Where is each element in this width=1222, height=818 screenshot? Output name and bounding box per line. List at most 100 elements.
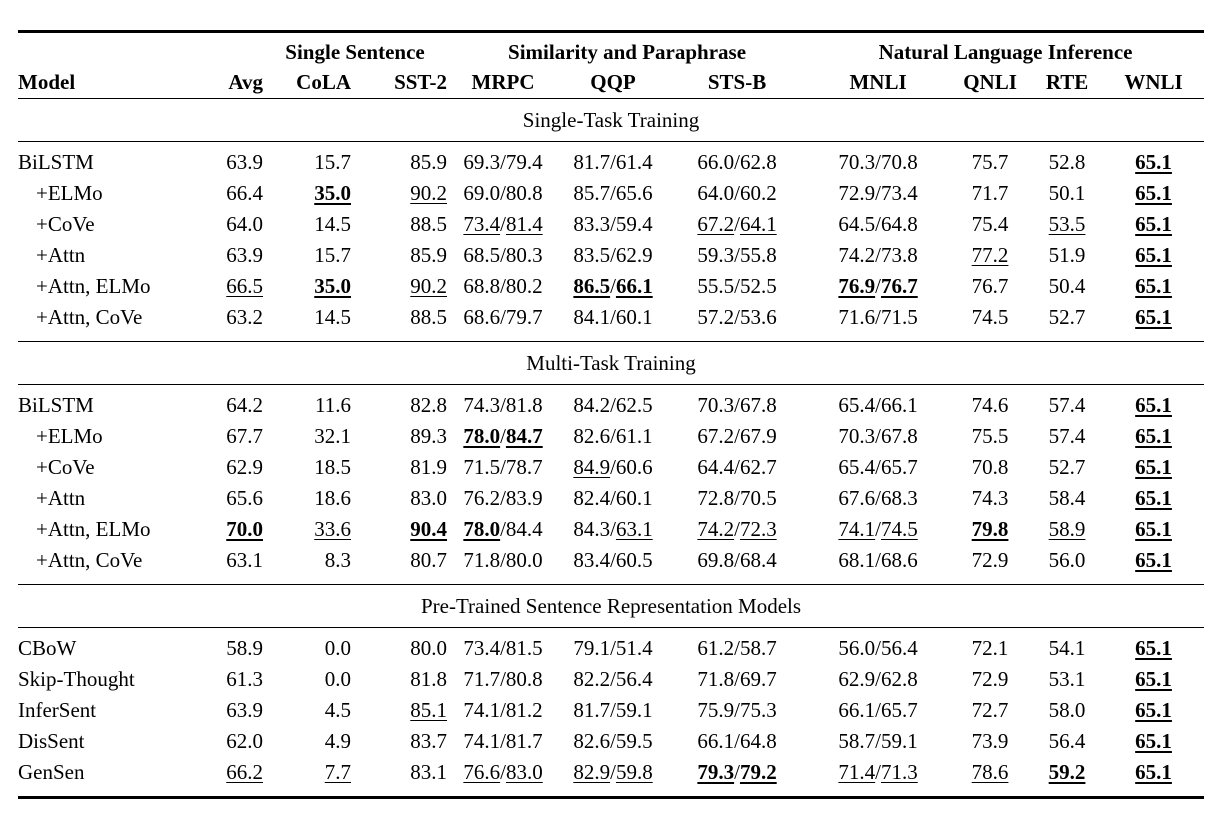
metric-cell-qqp: 83.4/60.5 <box>573 548 653 572</box>
metric-cell-avg: 63.2 <box>226 305 263 329</box>
best-value: 65.1 <box>1135 548 1172 572</box>
metric-cell-sts-b: 64.4/62.7 <box>697 455 777 479</box>
model-name-cell: InferSent <box>18 698 97 722</box>
metric-cell-sts-b: 71.8/69.7 <box>697 667 777 691</box>
metric-cell-rte: 58.9 <box>1031 514 1103 545</box>
model-name-cell: CBoW <box>18 636 77 660</box>
best-value: 65.1 <box>1135 243 1172 267</box>
metric-cell-mnli: 67.6/68.3 <box>838 486 918 510</box>
table-row-attn-cove: +Attn, CoVe 63.2 14.5 88.5 68.6/79.7 84.1/60.… <box>18 302 1204 342</box>
metric-cell-sst-2: 90.4 <box>351 514 447 545</box>
best-value: 65.1 <box>1135 698 1172 722</box>
runner-up-value: 72.3 <box>739 517 777 541</box>
best-value: 59.2 <box>1048 760 1086 784</box>
metric-cell-qqp: 84.1/60.1 <box>573 305 653 329</box>
metric-cell-qqp: 86.5/66.1 <box>573 274 653 298</box>
metric-cell-rte: 53.1 <box>1048 667 1086 691</box>
model-name-cell: +CoVe <box>36 212 95 236</box>
metric-cell-qnli: 74.5 <box>971 305 1009 329</box>
metric-cell-mnli: 76.9/76.7 <box>838 274 918 298</box>
model-name-cell: DisSent <box>18 729 85 753</box>
runner-up-value: 90.2 <box>410 181 448 205</box>
metric-cell-wnli: 65.1 <box>1103 628 1204 665</box>
runner-up-value: 84.9 <box>573 455 611 479</box>
model-name-cell: +Attn, CoVe <box>36 305 143 329</box>
table-row-cbow: CBoW 58.9 0.0 80.0 73.4/81.5 79.1/51.4 61.2/58… <box>18 628 1204 665</box>
metric-cell-wnli: 65.1 <box>1103 271 1204 302</box>
metric-cell-sts-b: 66.0/62.8 <box>697 150 777 174</box>
table-row-elmo: +ELMo 67.7 32.1 89.3 78.0/84.7 82.6/61.1 67.2/… <box>18 421 1204 452</box>
metric-cell-rte: 52.7 <box>1048 305 1086 329</box>
best-value: 65.1 <box>1135 667 1172 691</box>
best-value: 65.1 <box>1135 636 1172 660</box>
best-value: 65.1 <box>1135 150 1172 174</box>
metric-cell-sst-2: 81.8 <box>410 667 448 691</box>
metric-cell-rte: 52.7 <box>1048 455 1086 479</box>
column-header-mrpc: MRPC <box>471 69 535 94</box>
metric-cell-wnli: 65.1 <box>1103 483 1204 514</box>
metric-cell-mrpc: 69.0/80.8 <box>463 181 543 205</box>
column-header-wnli: WNLI <box>1124 69 1183 94</box>
runner-up-value: 66.2 <box>226 760 263 784</box>
metric-cell-cola: 15.7 <box>314 150 351 174</box>
table-row-elmo: +ELMo 66.4 35.0 90.2 69.0/80.8 85.7/65.6 64.0/… <box>18 178 1204 209</box>
table-row-attn-elmo: +Attn, ELMo 66.5 35.0 90.2 68.8/80.2 86.5/66.… <box>18 271 1204 302</box>
metric-cell-mrpc: 76.6/83.0 <box>463 760 543 784</box>
metric-cell-sst-2: 83.1 <box>410 760 448 784</box>
metric-cell-rte: 57.4 <box>1048 424 1086 448</box>
best-value: 35.0 <box>314 274 351 298</box>
metric-cell-rte: 50.4 <box>1048 274 1086 298</box>
model-name-cell: +Attn <box>36 243 86 267</box>
metric-cell-mrpc: 71.8/80.0 <box>463 548 543 572</box>
metric-cell-avg: 66.5 <box>203 271 263 302</box>
metric-cell-cola: 11.6 <box>315 393 351 417</box>
metric-cell-rte: 52.8 <box>1048 150 1086 174</box>
metric-cell-mrpc: 69.3/79.4 <box>463 150 543 174</box>
metric-cell-sst-2: 81.9 <box>410 455 448 479</box>
metric-cell-qnli: 75.5 <box>971 424 1009 448</box>
best-value: 35.0 <box>314 181 351 205</box>
metric-cell-wnli: 65.1 <box>1103 545 1204 585</box>
metric-cell-mrpc: 78.0/84.7 <box>463 424 543 448</box>
metric-cell-sts-b: 70.3/67.8 <box>697 393 777 417</box>
metric-cell-qqp: 84.9/60.6 <box>573 455 653 479</box>
best-value: 78.0 <box>463 424 501 448</box>
runner-up-value: 64.1 <box>739 212 777 236</box>
runner-up-value: 66.5 <box>226 274 263 298</box>
metric-cell-sts-b: 55.5/52.5 <box>697 274 777 298</box>
group-header-natural-language-inference: Natural Language Inference <box>878 40 1133 64</box>
column-header-qqp: QQP <box>590 69 636 94</box>
table-row-infersent: InferSent 63.9 4.5 85.1 74.1/81.2 81.7/59.1 75… <box>18 695 1204 726</box>
metric-cell-wnli: 65.1 <box>1103 385 1204 422</box>
table-row-attn: +Attn 65.6 18.6 83.0 76.2/83.9 82.4/60.1 72.8/… <box>18 483 1204 514</box>
runner-up-value: 74.2 <box>697 517 735 541</box>
table-row-cove: +CoVe 64.0 14.5 88.5 73.4/81.4 83.3/59.4 67.2/… <box>18 209 1204 240</box>
runner-up-value: 90.2 <box>410 274 448 298</box>
metric-cell-wnli: 65.1 <box>1103 757 1204 798</box>
runner-up-value: 33.6 <box>314 517 351 541</box>
group-header-single-sentence: Single Sentence <box>285 40 425 64</box>
column-header-row: Model Avg CoLA SST-2 MRPC QQP STS-B MNLI QNLI RTE… <box>18 66 1205 99</box>
column-header-avg: Avg <box>228 69 263 94</box>
runner-up-value: 74.5 <box>880 517 918 541</box>
metric-cell-sst-2: 85.9 <box>410 243 448 267</box>
model-name-cell: Skip-Thought <box>18 667 135 691</box>
metric-cell-cola: 7.7 <box>263 757 351 798</box>
section-multi-task-training: Multi-Task Training BiLSTM 64.2 11.6 82.8 74.… <box>18 341 1205 585</box>
metric-cell-rte: 53.5 <box>1031 209 1103 240</box>
table-row-attn: +Attn 63.9 15.7 85.9 68.5/80.3 83.5/62.9 59.3/… <box>18 240 1204 271</box>
metric-cell-wnli: 65.1 <box>1103 452 1204 483</box>
metric-cell-mnli: 68.1/68.6 <box>838 548 918 572</box>
metric-cell-qqp: 82.6/61.1 <box>573 424 653 448</box>
section-title-row: Single-Task Training <box>18 98 1205 142</box>
metric-cell-rte: 56.0 <box>1048 548 1086 572</box>
section-title: Pre-Trained Sentence Representation Mode… <box>18 584 1205 628</box>
table-row-attn-cove: +Attn, CoVe 63.1 8.3 80.7 71.8/80.0 83.4/60.5… <box>18 545 1204 585</box>
metric-cell-mnli: 65.4/65.7 <box>838 455 918 479</box>
metric-cell-sst-2: 83.0 <box>410 486 448 510</box>
metric-cell-cola: 33.6 <box>263 514 351 545</box>
metric-cell-qqp: 79.1/51.4 <box>573 636 653 660</box>
section-pre-trained-sentence-representation-models: Pre-Trained Sentence Representation Mode… <box>18 584 1205 798</box>
column-header-sts-b: STS-B <box>707 69 767 94</box>
metric-cell-mnli: 72.9/73.4 <box>838 181 918 205</box>
